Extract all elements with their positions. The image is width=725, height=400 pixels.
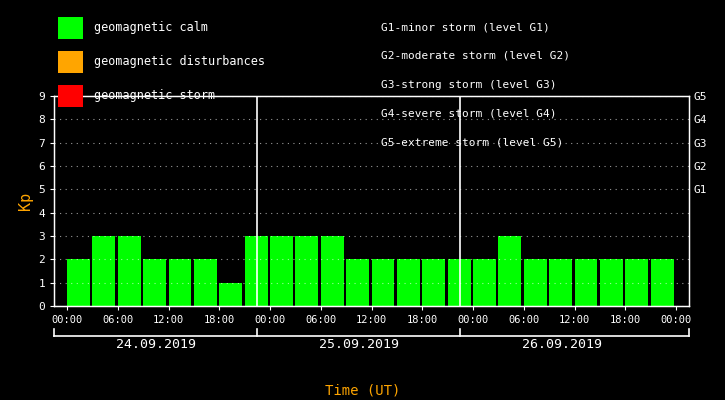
Text: G2-moderate storm (level G2): G2-moderate storm (level G2)	[381, 51, 570, 61]
Bar	[320, 236, 344, 306]
Text: 25.09.2019: 25.09.2019	[319, 338, 399, 351]
Text: G4-severe storm (level G4): G4-severe storm (level G4)	[381, 108, 556, 118]
Bar	[600, 259, 623, 306]
Bar	[422, 259, 445, 306]
Bar	[498, 236, 521, 306]
Y-axis label: Kp: Kp	[18, 192, 33, 210]
Bar	[296, 236, 318, 306]
Bar	[397, 259, 420, 306]
Bar	[194, 259, 217, 306]
Bar	[67, 259, 90, 306]
Bar	[93, 236, 115, 306]
Text: geomagnetic calm: geomagnetic calm	[94, 22, 208, 34]
Text: Time (UT): Time (UT)	[325, 384, 400, 398]
Text: G1-minor storm (level G1): G1-minor storm (level G1)	[381, 22, 550, 32]
Bar	[574, 259, 597, 306]
Bar	[270, 236, 293, 306]
Bar	[168, 259, 191, 306]
Text: geomagnetic disturbances: geomagnetic disturbances	[94, 56, 265, 68]
Bar	[523, 259, 547, 306]
Bar	[650, 259, 674, 306]
Bar	[219, 283, 242, 306]
Text: 26.09.2019: 26.09.2019	[522, 338, 602, 351]
Bar	[244, 236, 268, 306]
Bar	[550, 259, 572, 306]
Bar	[473, 259, 496, 306]
Bar	[625, 259, 648, 306]
Bar	[346, 259, 369, 306]
Text: geomagnetic storm: geomagnetic storm	[94, 90, 215, 102]
Bar	[447, 259, 471, 306]
Text: G5-extreme storm (level G5): G5-extreme storm (level G5)	[381, 137, 563, 147]
Text: 24.09.2019: 24.09.2019	[116, 338, 196, 351]
Bar	[371, 259, 394, 306]
Text: G3-strong storm (level G3): G3-strong storm (level G3)	[381, 80, 556, 90]
Bar	[117, 236, 141, 306]
Bar	[143, 259, 166, 306]
